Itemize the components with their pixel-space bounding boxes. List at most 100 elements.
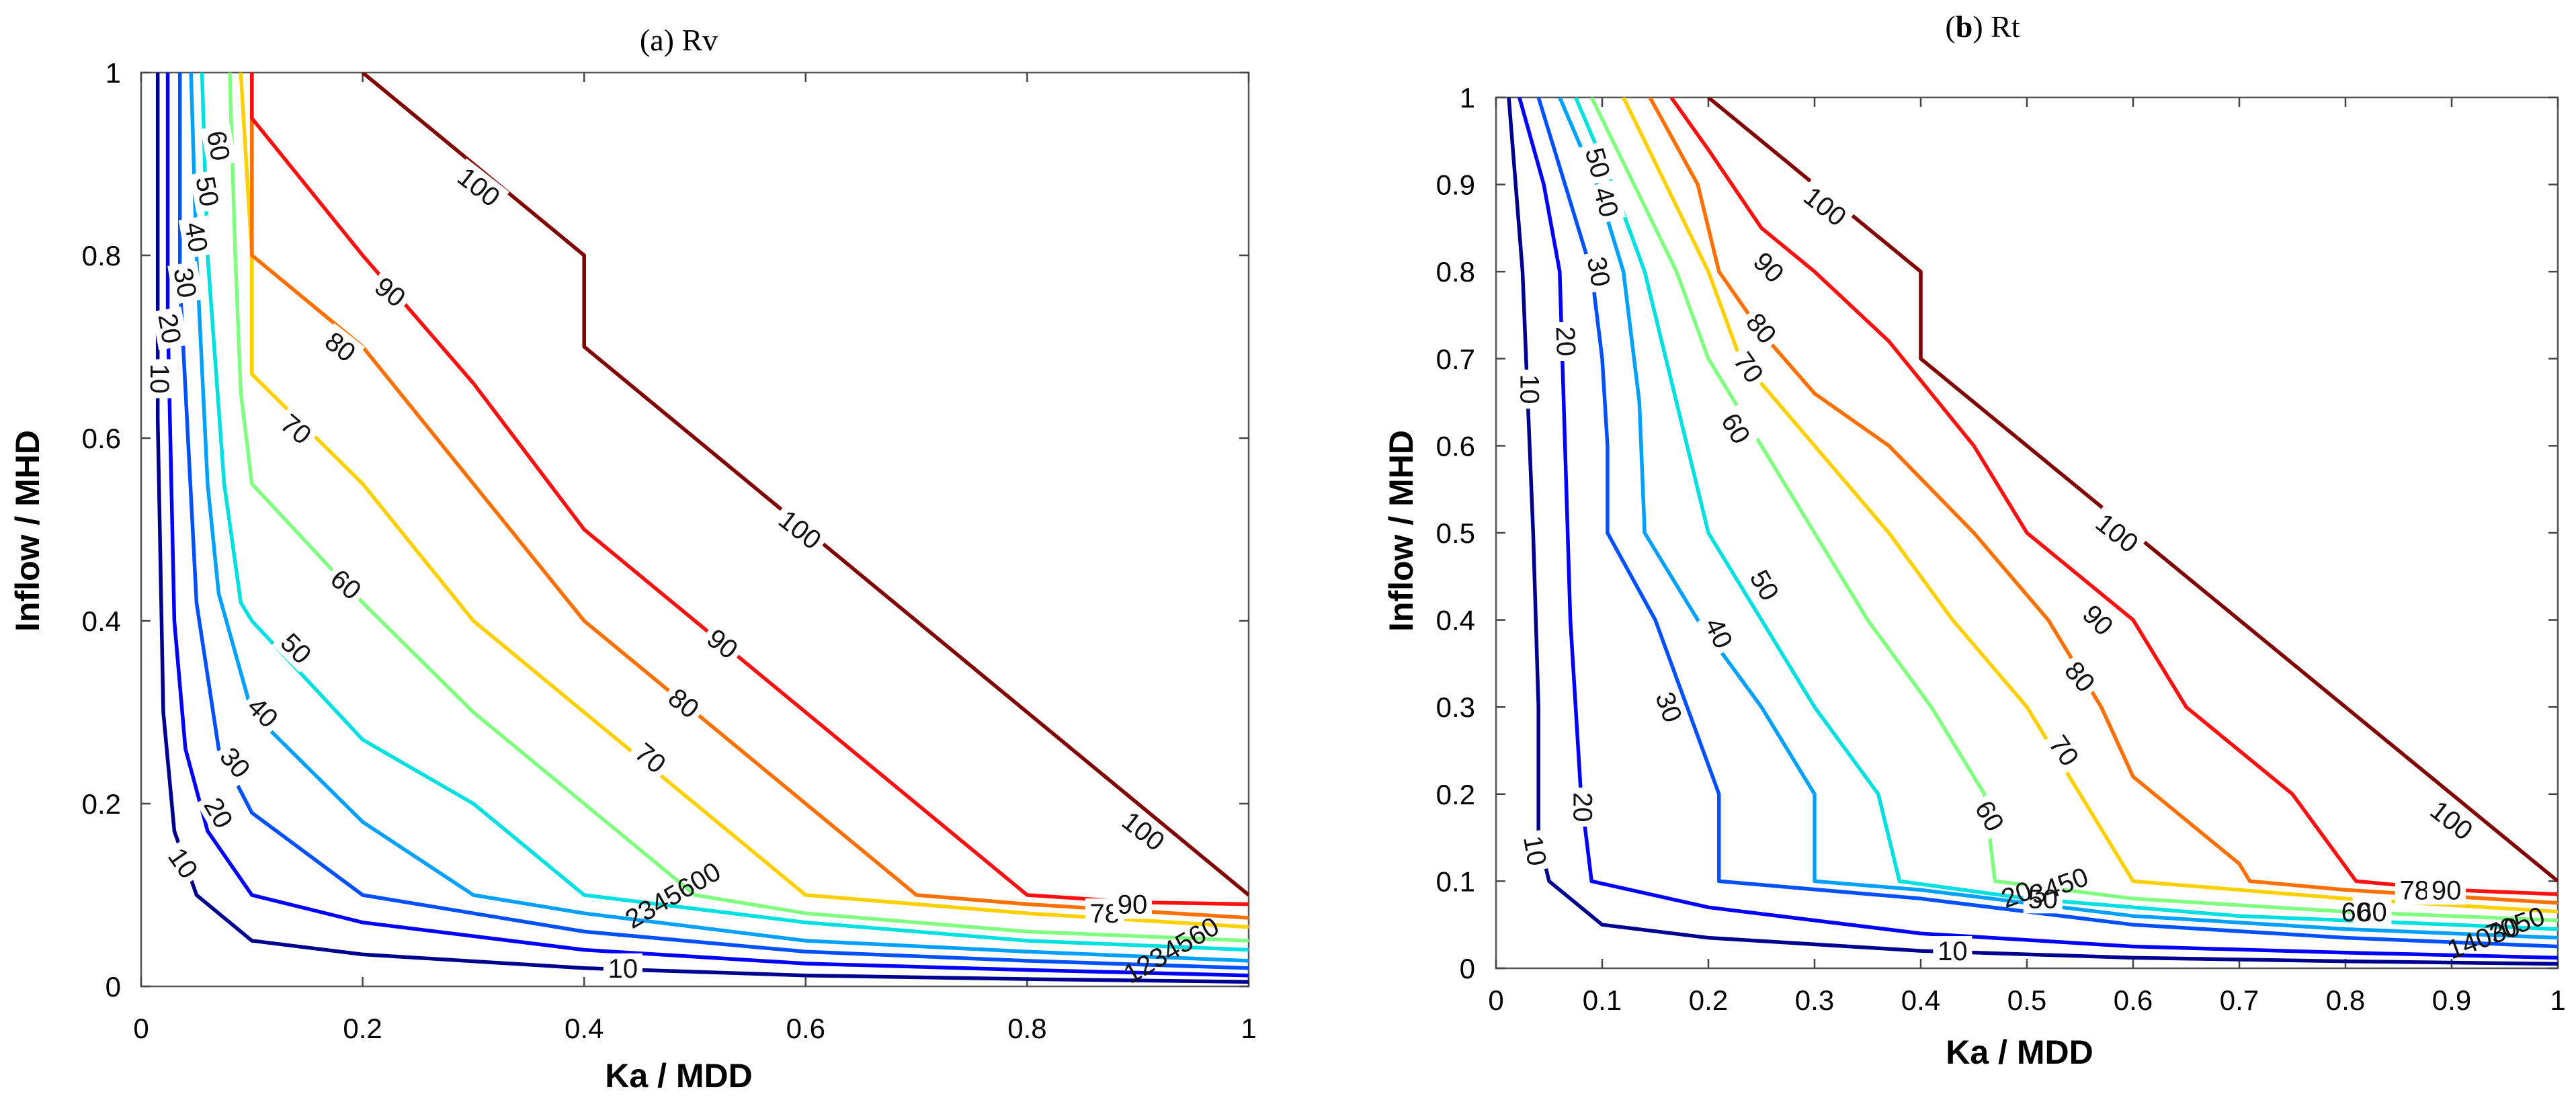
contour-line-100 <box>361 73 1249 897</box>
contour-label-bg <box>1713 404 1759 453</box>
contour-label-bg <box>190 169 226 214</box>
panel-title: (b) Rt <box>1945 9 2020 44</box>
x-tick-label: 0.6 <box>2114 984 2153 1016</box>
contour-line-10 <box>155 73 1249 984</box>
contour-label-bg <box>239 687 288 737</box>
contour-label-bg <box>200 124 237 168</box>
contour-label-20: 20 <box>152 311 186 345</box>
contour-cluster-label: 60 <box>2341 898 2372 927</box>
contour-label-bg <box>1794 177 1856 235</box>
y-tick-label: 0.1 <box>1436 865 1475 897</box>
panel-b: (b) Rt0 0.1 0.2 0.3 0.4 0.5 0.6 0.7 0.8 0.9 100.10… <box>1382 9 2566 1071</box>
x-tick-label: 0.8 <box>2326 984 2365 1016</box>
contour-label-bg <box>626 734 675 782</box>
panel-title-suffix: ) Rt <box>1972 9 2020 44</box>
x-tick-label: 1 <box>1241 1013 1256 1044</box>
contour-label-bg <box>1737 304 1786 353</box>
contour-line-60 <box>228 73 1249 943</box>
contour-label-90: 90 <box>2432 876 2462 905</box>
contour-line-10 <box>1507 97 2558 966</box>
contour-label-bg <box>159 839 207 888</box>
contour-label-bg <box>1648 683 1690 730</box>
contour-label-bg <box>1517 829 1554 873</box>
contour-label-30: 30 <box>167 265 202 300</box>
contour-label-20: 20 <box>1568 792 1597 822</box>
contour-label-20: 20 <box>1550 326 1581 357</box>
contour-label-bg <box>1112 802 1174 860</box>
contour-label-bg <box>145 359 175 398</box>
contour-label-30: 30 <box>1581 255 1616 289</box>
contour-line-90 <box>250 73 1249 906</box>
contour-label-bg <box>196 788 241 837</box>
plot-area <box>140 71 1250 988</box>
contour-label-bg <box>659 679 708 727</box>
y-tick-label: 0.8 <box>82 240 121 271</box>
contour-label-bg <box>1568 788 1598 827</box>
y-tick-label: 0.4 <box>1436 605 1475 636</box>
y-axis-label: Inflow / MHD <box>1382 430 1420 632</box>
contour-label-bg <box>1933 936 1972 966</box>
contour-label-bg <box>448 158 510 216</box>
x-tick-label: 0.1 <box>1583 984 1622 1016</box>
y-tick-label: 0.8 <box>1436 256 1475 288</box>
contour-label-50: 50 <box>2028 884 2058 914</box>
contour-label-bg <box>1581 249 1617 294</box>
x-tick-label: 0.4 <box>1901 984 1940 1016</box>
contour-label-10: 10 <box>1938 937 1968 966</box>
y-tick-label: 0.6 <box>1436 430 1475 462</box>
x-tick-label: 0.9 <box>2432 984 2471 1016</box>
x-tick-label: 1 <box>2550 984 2565 1016</box>
contour-label-bg <box>603 953 642 983</box>
contour-label-10: 10 <box>144 364 174 394</box>
panel-title-prefix: ( <box>1945 9 1955 44</box>
contour-label-bg <box>1112 889 1152 919</box>
panel-title-prefix: (a) <box>640 23 682 57</box>
contour-label-90: 90 <box>1118 890 1148 920</box>
contour-label-80: 78 <box>2399 876 2429 905</box>
contour-label-10: 10 <box>1515 374 1544 405</box>
contour-label-bg <box>2421 792 2483 849</box>
contour-label-bg <box>1967 792 2013 841</box>
x-tick-label: 0 <box>133 1013 149 1044</box>
x-tick-label: 0.8 <box>1007 1013 1046 1044</box>
contour-label-40: 40 <box>179 220 213 254</box>
y-axis-label: Inflow / MHD <box>9 430 46 632</box>
contour-line-40 <box>1558 97 2558 940</box>
contour-line-20 <box>165 73 1249 978</box>
contour-label-bg <box>2073 595 2122 644</box>
contour-label-bg <box>1742 560 1788 609</box>
contour-label-bg <box>698 620 747 668</box>
contour-label-bg <box>1578 140 1618 185</box>
contour-label-bg <box>152 306 188 351</box>
y-tick-label: 0.2 <box>1436 779 1475 810</box>
y-tick-label: 1 <box>1460 82 1475 114</box>
contour-label-bg <box>1587 179 1626 225</box>
contour-label-bg <box>1550 321 1582 362</box>
contour-label-bg <box>2352 896 2392 927</box>
x-axis-label: Ka / MDD <box>605 1057 752 1095</box>
contour-label-bg <box>1515 370 1545 409</box>
contour-label-bg <box>1725 343 1772 392</box>
contour-label-bg <box>272 624 321 673</box>
contour-line-80 <box>1648 97 2558 905</box>
contour-line-40 <box>189 73 1249 963</box>
y-tick-label: 0 <box>1460 953 1475 984</box>
y-tick-label: 0.5 <box>1436 517 1475 549</box>
contour-line-60 <box>1589 97 2558 923</box>
x-tick-label: 0.7 <box>2220 984 2259 1016</box>
x-tick-label: 0.4 <box>565 1013 604 1044</box>
contour-label-bg <box>366 268 415 316</box>
contour-line-70 <box>239 73 1249 929</box>
contour-label-bg <box>178 215 215 259</box>
contour-label-60: 60 <box>2357 898 2387 927</box>
x-tick-label: 0.2 <box>343 1013 382 1044</box>
y-tick-label: 0.6 <box>82 423 121 454</box>
contour-line-90 <box>1669 97 2558 896</box>
y-tick-label: 0.4 <box>82 605 121 637</box>
panel-title-suffix: Rv <box>681 23 718 57</box>
contour-label-bg <box>2086 504 2148 562</box>
contour-line-30 <box>177 73 1249 970</box>
contour-line-70 <box>1622 97 2558 914</box>
contour-label-10: 10 <box>1518 833 1552 867</box>
